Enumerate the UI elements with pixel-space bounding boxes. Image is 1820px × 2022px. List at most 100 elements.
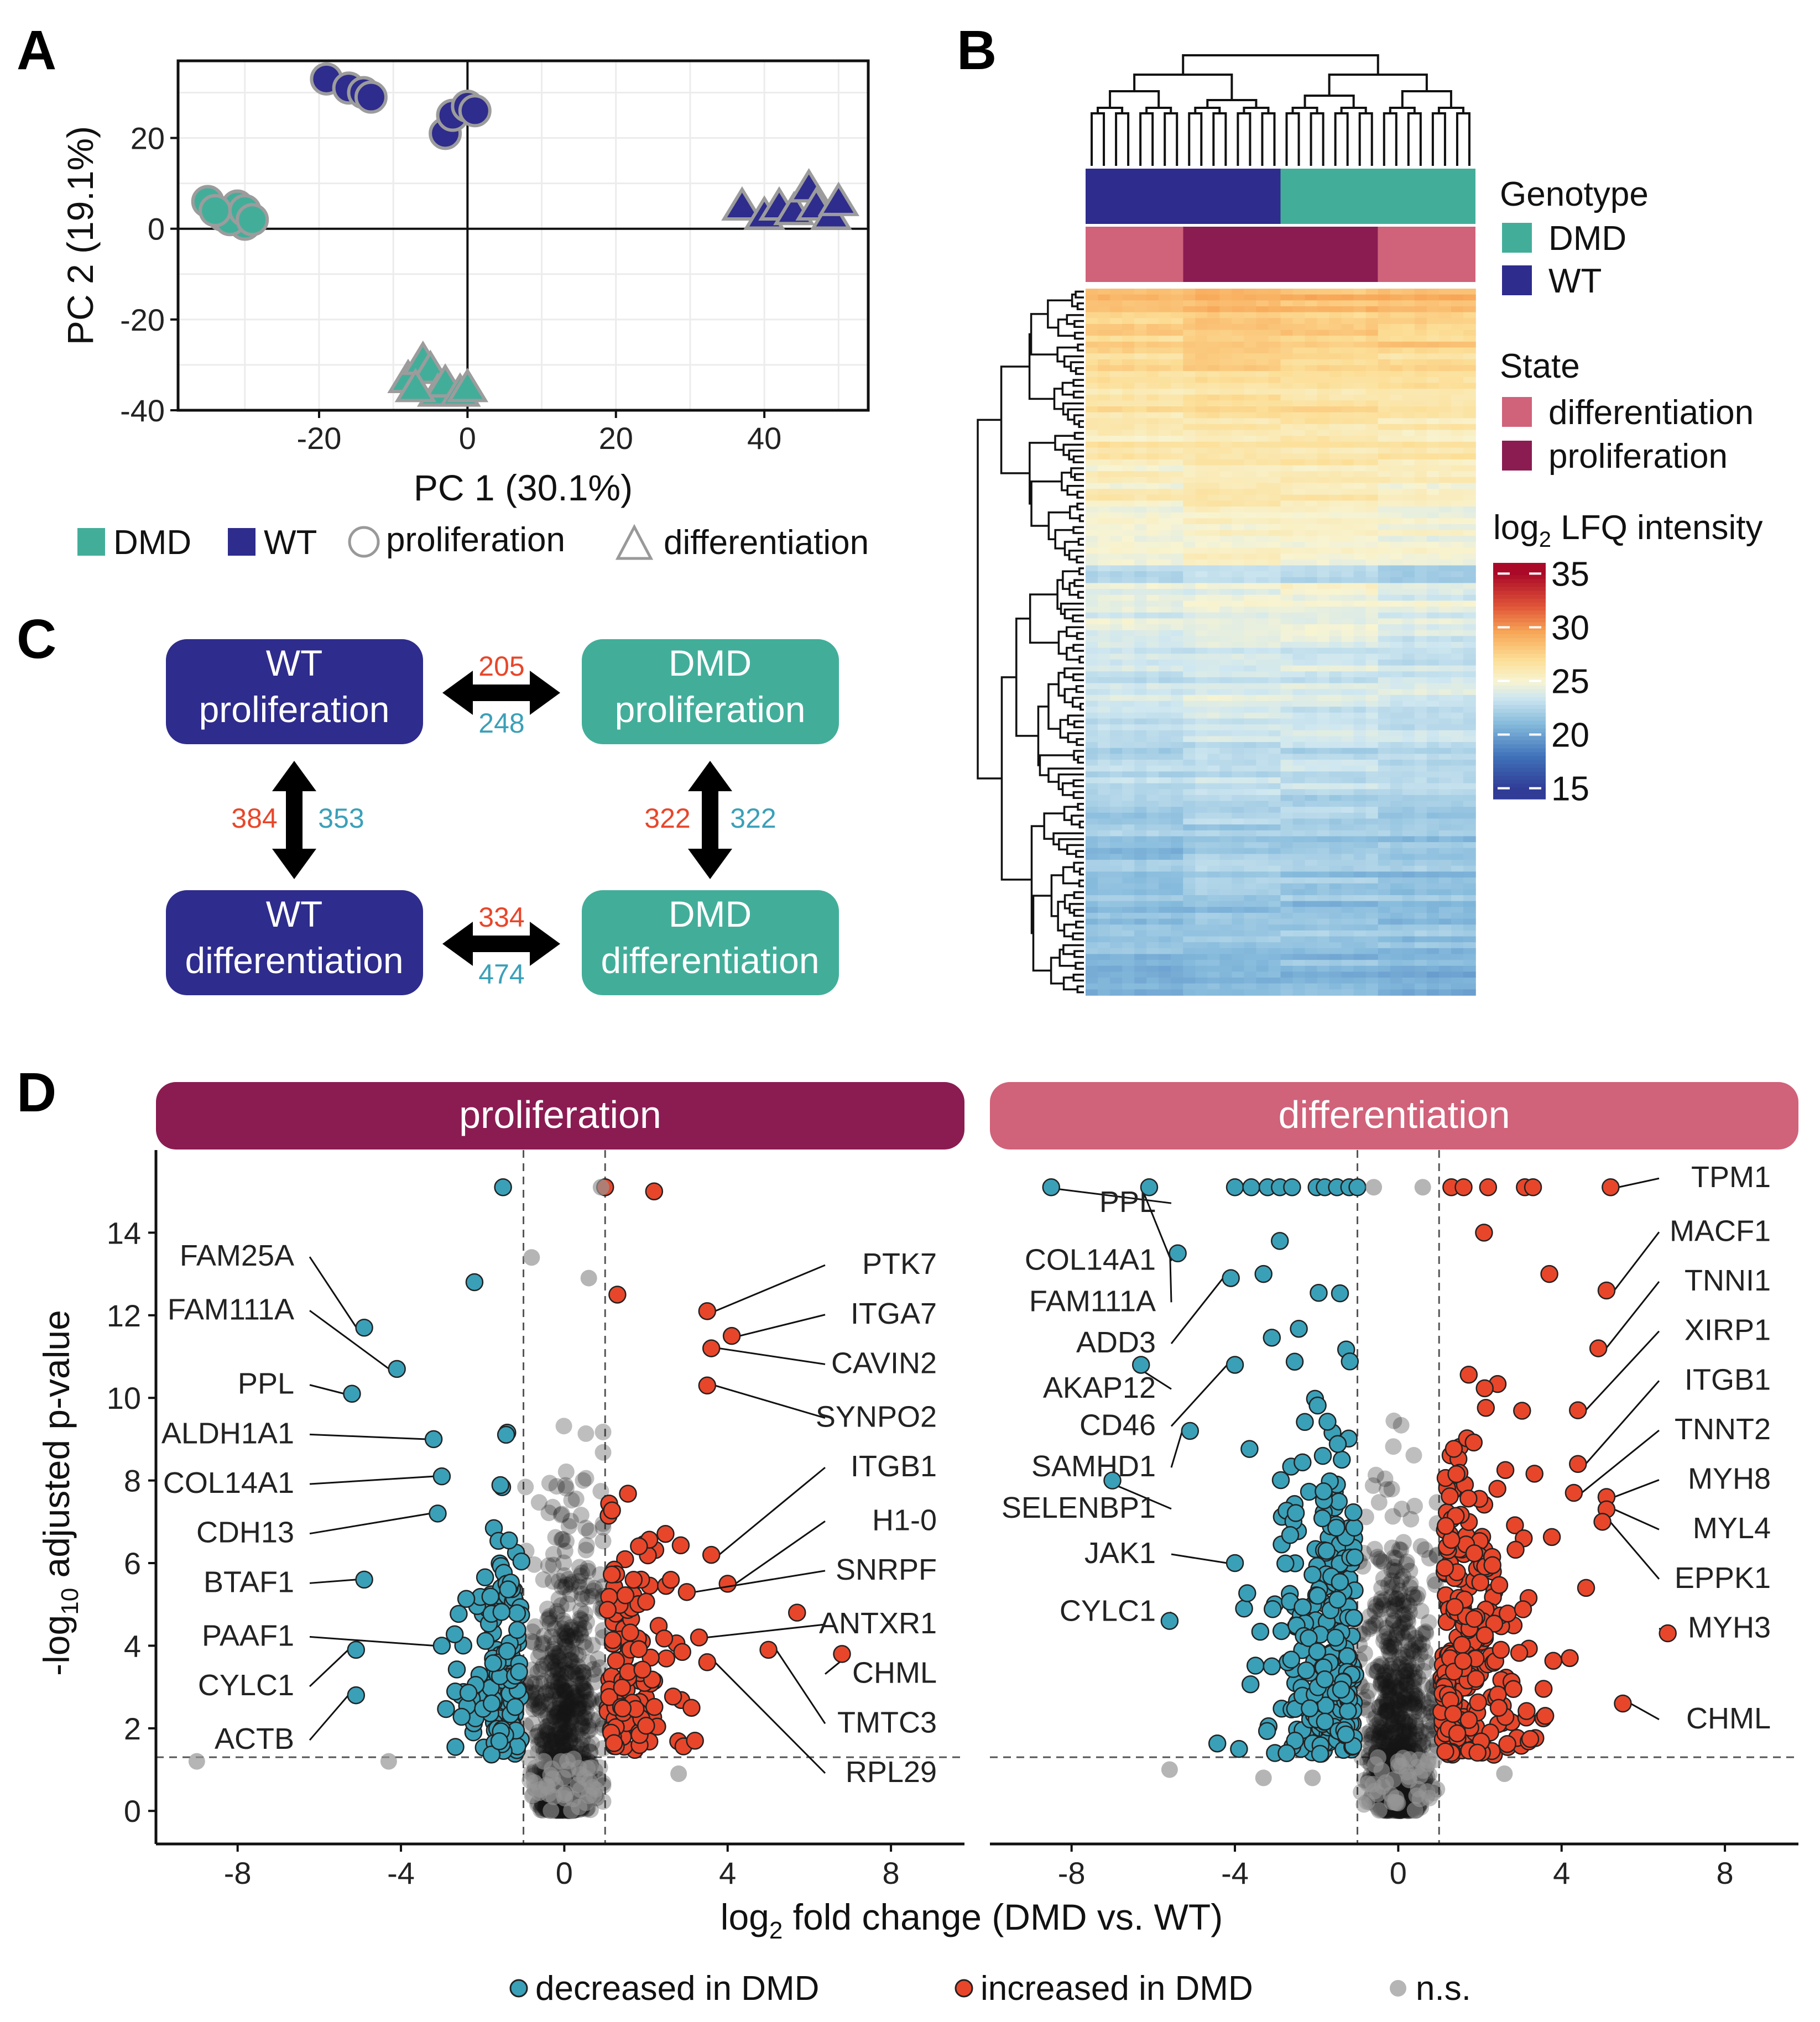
- heatmap-cell: [1414, 836, 1427, 843]
- heatmap-cell: [1426, 783, 1440, 790]
- heatmap-cell: [1292, 836, 1306, 843]
- heatmap-cell: [1219, 289, 1233, 295]
- heatmap-cell: [1292, 418, 1306, 425]
- heatmap-cell: [1219, 477, 1233, 484]
- heatmap-cell: [1134, 918, 1147, 925]
- heatmap-cell: [1463, 612, 1476, 619]
- heatmap-cell: [1353, 565, 1367, 572]
- heatmap-cell: [1183, 824, 1196, 831]
- heatmap-cell: [1305, 647, 1318, 655]
- heatmap-cell: [1280, 524, 1294, 531]
- heatmap-cell: [1305, 748, 1318, 755]
- heatmap-cell: [1134, 541, 1147, 548]
- heatmap-cell: [1329, 901, 1342, 908]
- colorbar-segment: [1493, 641, 1546, 646]
- heatmap-cell: [1463, 671, 1476, 678]
- heatmap-cell: [1426, 424, 1440, 431]
- ns-point: [557, 1721, 574, 1738]
- heatmap-cell: [1378, 760, 1391, 766]
- heatmap-cell: [1086, 618, 1098, 625]
- heatmap-cell: [1134, 453, 1147, 460]
- heatmap-cell: [1414, 607, 1427, 613]
- heatmap-cell: [1110, 807, 1123, 813]
- heatmap-cell: [1268, 765, 1281, 772]
- heatmap-cell: [1159, 812, 1172, 819]
- heatmap-cell: [1341, 918, 1354, 925]
- heatmap-cell: [1438, 336, 1452, 342]
- heatmap-cell: [1268, 683, 1281, 689]
- heatmap-cell: [1329, 506, 1342, 513]
- heatmap-cell: [1365, 612, 1379, 619]
- heatmap-cell: [1146, 512, 1159, 519]
- heatmap-cell: [1353, 924, 1367, 931]
- heatmap-cell: [1353, 447, 1367, 454]
- heatmap-cell: [1329, 406, 1342, 413]
- heatmap-cell: [1426, 536, 1440, 542]
- heatmap-cell: [1438, 607, 1452, 613]
- genotype-segment-0: [1086, 169, 1281, 224]
- heatmap-cell: [1244, 636, 1257, 642]
- heatmap-cell: [1219, 654, 1233, 660]
- heatmap-cell: [1317, 406, 1330, 413]
- heatmap-cell: [1219, 724, 1233, 731]
- heatmap-cell: [1159, 760, 1172, 766]
- heatmap-cell: [1207, 895, 1221, 902]
- heatmap-cell: [1341, 306, 1354, 313]
- heatmap-cell: [1183, 948, 1196, 955]
- row-dendro-branch: [1077, 803, 1084, 811]
- heatmap-cell: [1159, 795, 1172, 802]
- heatmap-cell: [1463, 754, 1476, 760]
- heatmap-cell: [1256, 477, 1269, 484]
- heatmap-cell: [1341, 500, 1354, 507]
- heatmap-cell: [1183, 848, 1196, 855]
- heatmap-cell: [1390, 394, 1403, 401]
- heatmap-cell: [1280, 618, 1294, 625]
- heatmap-cell: [1280, 830, 1294, 837]
- ns-point: [550, 1591, 567, 1607]
- heatmap-cell: [1256, 765, 1269, 772]
- heatmap-cell: [1134, 471, 1147, 478]
- heatmap-cell: [1329, 553, 1342, 560]
- heatmap-cell: [1122, 530, 1135, 537]
- colorbar-segment: [1493, 590, 1546, 595]
- heatmap-cell: [1463, 848, 1476, 855]
- ns-point: [524, 1623, 541, 1640]
- colorbar-segment: [1493, 638, 1546, 642]
- heatmap-cell: [1426, 983, 1440, 990]
- heatmap-cell: [1402, 901, 1415, 908]
- heatmap-cell: [1329, 330, 1342, 336]
- heatmap-cell: [1207, 983, 1221, 990]
- heatmap-cell: [1232, 465, 1245, 472]
- heatmap-cell: [1146, 406, 1159, 413]
- heatmap-cell: [1171, 824, 1184, 831]
- ns-point: [561, 1727, 578, 1744]
- heatmap-cell: [1463, 536, 1476, 542]
- heatmap-cell: [1329, 453, 1342, 460]
- heatmap-cell: [1244, 506, 1257, 513]
- heatmap-cell: [1207, 607, 1221, 613]
- heatmap-cell: [1365, 707, 1379, 713]
- heatmap-cell: [1329, 783, 1342, 790]
- heatmap-cell: [1390, 359, 1403, 366]
- heatmap-cell: [1426, 289, 1440, 295]
- heatmap-cell: [1244, 971, 1257, 978]
- heatmap-cell: [1341, 765, 1354, 772]
- ns-point: [560, 1721, 577, 1738]
- heatmap-cell: [1219, 406, 1233, 413]
- heatmap-cell: [1086, 789, 1098, 796]
- heatmap-cell: [1207, 665, 1221, 672]
- heatmap-cell: [1232, 665, 1245, 672]
- heatmap-cell: [1317, 600, 1330, 607]
- heatmap-cell: [1232, 930, 1245, 937]
- heatmap-cell: [1365, 477, 1379, 484]
- heatmap-cell: [1463, 371, 1476, 378]
- heatmap-cell: [1110, 665, 1123, 672]
- heatmap-cell: [1195, 848, 1208, 855]
- row-dendro-branch: [1073, 579, 1084, 587]
- heatmap-cell: [1159, 323, 1172, 331]
- heatmap-cell: [1098, 353, 1110, 360]
- heatmap-cell: [1402, 836, 1415, 843]
- heatmap-cell: [1232, 694, 1245, 702]
- heatmap-cell: [1317, 694, 1330, 702]
- heatmap-cell: [1195, 300, 1208, 307]
